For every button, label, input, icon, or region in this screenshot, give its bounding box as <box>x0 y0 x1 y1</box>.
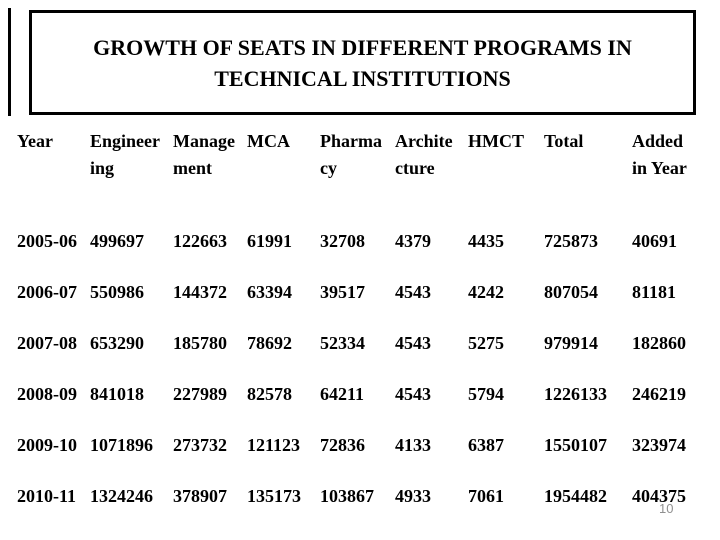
table-cell: 6387 <box>468 435 504 455</box>
table-cell: 273732 <box>173 435 227 455</box>
table-cell: 39517 <box>320 282 365 302</box>
left-border-line <box>8 8 11 116</box>
table-cell: 7061 <box>468 486 504 506</box>
seats-table: Year Engineer ing Manage ment MCA Pharma… <box>17 128 703 534</box>
table-cell: 64211 <box>320 384 365 404</box>
table-cell: 4379 <box>395 231 431 251</box>
table-cell: 2008-09 <box>17 384 77 404</box>
table-cell: 2006-07 <box>17 282 77 302</box>
table-cell: 122663 <box>173 231 227 251</box>
table-cell: 4435 <box>468 231 504 251</box>
table-cell: 5275 <box>468 333 504 353</box>
table-cell: 5794 <box>468 384 504 404</box>
column-header-architecture: Archite cture <box>395 131 453 178</box>
table-cell: 185780 <box>173 333 227 353</box>
table-cell: 2010-11 <box>17 486 77 506</box>
column-header-engineering: Engineer ing <box>90 131 160 178</box>
table-cell: 499697 <box>90 231 144 251</box>
table-cell: 4133 <box>395 435 431 455</box>
column-header-pharmacy: Pharma cy <box>320 131 382 178</box>
table-cell: 246219 <box>632 384 686 404</box>
column-header-mca: MCA <box>247 131 290 151</box>
column-header-year: Year <box>17 131 53 151</box>
table-cell: 182860 <box>632 333 686 353</box>
table-cell: 1954482 <box>544 486 607 506</box>
table-cell: 550986 <box>90 282 144 302</box>
table-cell: 2005-06 <box>17 231 77 251</box>
table-cell: 135173 <box>247 486 301 506</box>
table-cell: 323974 <box>632 435 686 455</box>
table-cell: 52334 <box>320 333 365 353</box>
table-cell: 2009-10 <box>17 435 77 455</box>
table-cell: 227989 <box>173 384 227 404</box>
table-cell: 2007-08 <box>17 333 77 353</box>
table-cell: 841018 <box>90 384 144 404</box>
table-cell: 1550107 <box>544 435 607 455</box>
table-cell: 78692 <box>247 333 292 353</box>
table-cell: 61991 <box>247 231 292 251</box>
column-header-management: Manage ment <box>173 131 235 178</box>
table-cell: 404375 <box>632 486 686 506</box>
table-cell: 725873 <box>544 231 598 251</box>
table-cell: 81181 <box>632 282 677 302</box>
table-cell: 1071896 <box>90 435 153 455</box>
table-cell: 1324246 <box>90 486 153 506</box>
table-cell: 807054 <box>544 282 598 302</box>
table-cell: 63394 <box>247 282 292 302</box>
column-header-added-in-year: Added in Year <box>632 131 687 178</box>
table-cell: 103867 <box>320 486 374 506</box>
table-cell: 4543 <box>395 384 431 404</box>
table-cell: 72836 <box>320 435 365 455</box>
page-number: 10 <box>659 501 674 516</box>
table-cell: 4543 <box>395 282 431 302</box>
table-cell: 4543 <box>395 333 431 353</box>
table-cell: 653290 <box>90 333 144 353</box>
table-cell: 4242 <box>468 282 504 302</box>
table-cell: 378907 <box>173 486 227 506</box>
table-cell: 144372 <box>173 282 227 302</box>
table-cell: 1226133 <box>544 384 607 404</box>
table-cell: 82578 <box>247 384 292 404</box>
column-header-total: Total <box>544 131 584 151</box>
slide-title: GROWTH OF SEATS IN DIFFERENT PROGRAMS IN… <box>93 34 632 91</box>
title-box: GROWTH OF SEATS IN DIFFERENT PROGRAMS IN… <box>29 10 696 115</box>
table-cell: 32708 <box>320 231 365 251</box>
column-header-hmct: HMCT <box>468 131 524 151</box>
table-cell: 979914 <box>544 333 598 353</box>
table-cell: 40691 <box>632 231 677 251</box>
table-cell: 4933 <box>395 486 431 506</box>
table-cell: 121123 <box>247 435 301 455</box>
